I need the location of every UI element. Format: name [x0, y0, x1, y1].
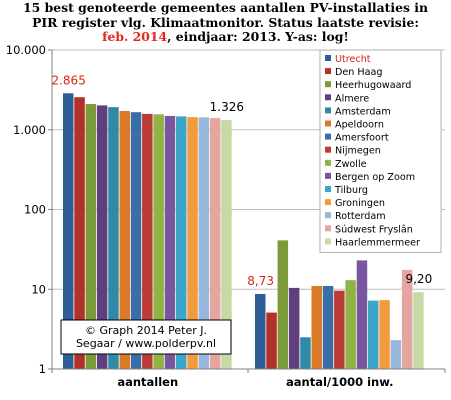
bar	[390, 340, 402, 369]
bar	[322, 285, 334, 369]
data-labels: 2.865 1.326 8,73 9,20	[51, 73, 432, 288]
bar	[345, 280, 356, 369]
bar	[153, 114, 164, 369]
x-tick-label: aantallen	[117, 375, 178, 389]
bar	[198, 117, 210, 369]
watermark-text: Segaar / www.polderpv.nl	[76, 337, 216, 350]
legend-label: Den Haag	[335, 67, 382, 78]
legend-label: Zwolle	[335, 159, 367, 170]
legend-swatch	[325, 172, 331, 179]
bar	[300, 337, 311, 369]
legend-label: Apeldoorn	[335, 120, 384, 131]
title-line-2: PIR register vlg. Klimaatmonitor. Status…	[32, 14, 419, 30]
legend-swatch	[325, 94, 331, 101]
data-label: 9,20	[405, 272, 432, 286]
legend-swatch	[325, 55, 331, 61]
bar	[277, 240, 289, 369]
legend-box	[319, 49, 442, 253]
y-tick-label: 1.000	[13, 123, 46, 137]
bar	[176, 116, 187, 370]
bar	[96, 105, 108, 370]
legend-label: Groningen	[335, 198, 385, 209]
legend-swatch	[325, 107, 331, 114]
legend-swatch	[325, 199, 331, 206]
legend-label: Amsterdam	[335, 106, 391, 117]
legend-label: Tilburg	[334, 185, 368, 196]
axes: 1 10 100 1.000 10.000 aantallen aantal/1000 in…	[6, 43, 446, 389]
y-tick-label: 10	[31, 282, 46, 296]
bar	[119, 110, 130, 369]
x-tick-label: aantal/1000 inw.	[286, 375, 394, 389]
legend-label: Nijmegen	[335, 146, 381, 157]
legend-label: Bergen op Zoom	[335, 172, 415, 183]
chart-title: 15 best genoteerde gemeentes aantallen P…	[0, 0, 451, 45]
legend-label: Rotterdam	[335, 211, 386, 222]
legend-swatch	[325, 146, 331, 153]
bar	[266, 312, 277, 369]
watermark: © Graph 2014 Peter J.Segaar / www.polder…	[60, 319, 232, 355]
bar	[221, 119, 232, 369]
bar	[108, 107, 119, 369]
bar	[209, 118, 221, 370]
legend-label: Amersfoort	[335, 133, 389, 144]
legend-label: Heerhugowaard	[335, 80, 411, 91]
legend-label: Súdwest Fryslân	[335, 223, 413, 235]
title-rest: , eindjaar: 2013. Y-as: log!	[167, 29, 349, 44]
y-tick-label: 100	[24, 203, 46, 217]
title-line-1: 15 best genoteerde gemeentes aantallen P…	[23, 0, 428, 15]
data-label: 8,73	[247, 274, 274, 288]
data-label: 1.326	[210, 100, 244, 114]
data-label: 2.865	[51, 73, 85, 87]
legend: Utrecht Den Haag Heerhugowaard Almere Amster…	[319, 49, 442, 253]
y-tick-label: 10.000	[6, 43, 46, 57]
bar	[255, 293, 266, 369]
title-date: feb. 2014	[102, 29, 168, 44]
legend-swatch	[325, 212, 331, 219]
watermark-text: © Graph 2014 Peter J.	[85, 324, 207, 337]
bar	[311, 285, 322, 369]
title-line-3: feb. 2014, eindjaar: 2013. Y-as: log!	[0, 29, 451, 45]
legend-swatch	[325, 81, 331, 88]
bar	[288, 287, 300, 369]
bar	[379, 300, 390, 369]
bars	[63, 93, 424, 370]
legend-swatch	[325, 159, 331, 166]
bar	[368, 300, 379, 369]
bar	[74, 97, 85, 369]
legend-swatch	[325, 225, 331, 232]
legend-swatch	[325, 238, 331, 245]
bar	[63, 93, 74, 369]
bar	[85, 104, 97, 369]
bar	[130, 112, 142, 369]
bar	[164, 115, 176, 370]
bar	[334, 290, 345, 369]
legend-swatch	[325, 68, 331, 75]
legend-label: Haarlemmermeer	[335, 237, 420, 248]
y-tick-label: 1	[39, 362, 46, 376]
watermark-box	[60, 319, 232, 355]
legend-label: Almere	[335, 93, 369, 104]
legend-swatch	[325, 120, 331, 127]
bar	[401, 269, 413, 369]
bar	[187, 117, 198, 369]
legend-swatch	[325, 186, 331, 192]
bar	[142, 113, 153, 369]
legend-label: Utrecht	[335, 54, 371, 65]
legend-swatch	[325, 133, 331, 140]
bar	[413, 292, 424, 369]
bar	[356, 260, 368, 369]
